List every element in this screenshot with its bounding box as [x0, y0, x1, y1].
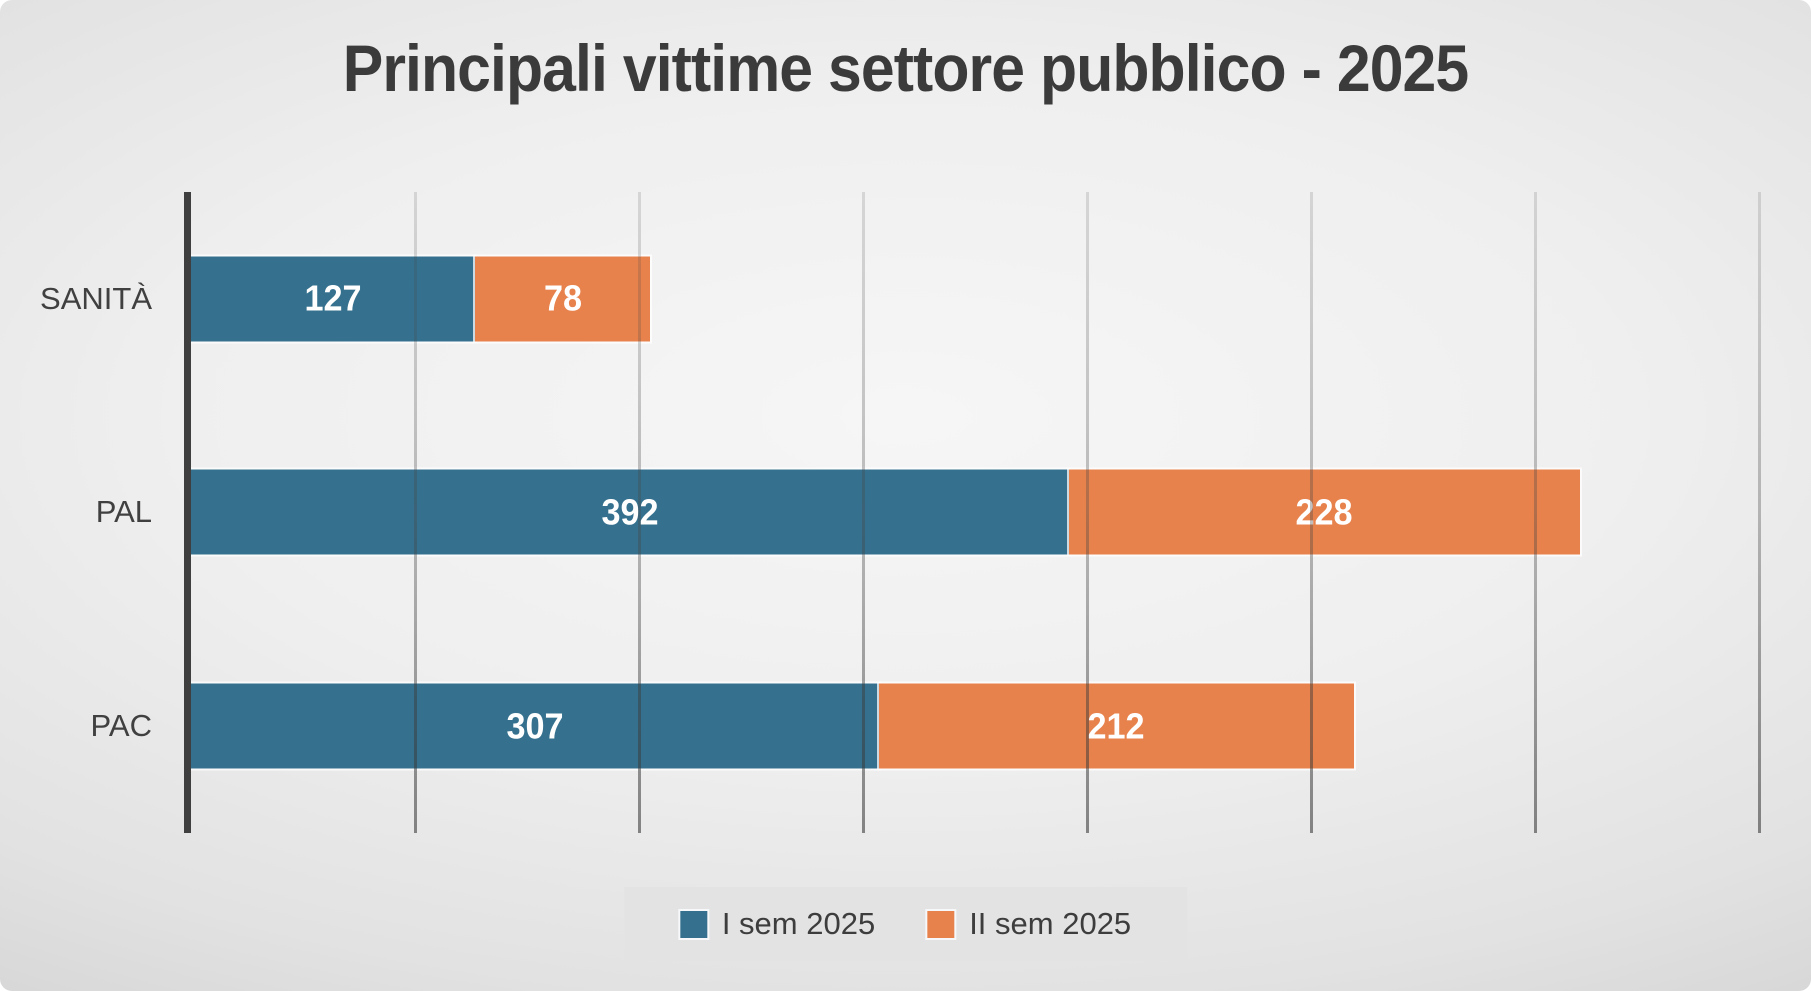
legend-item-i-sem-2025: I sem 2025 [679, 906, 876, 942]
stacked-bar: 307 212 [191, 683, 1354, 769]
value-label: 307 [506, 705, 564, 747]
category-label: PAC [90, 708, 152, 744]
bar-segment-i-sem-2025: 307 [191, 683, 879, 769]
legend-label: I sem 2025 [721, 906, 876, 941]
category-row-pal: PAL 392 228 [96, 406, 1759, 620]
bar-segment-ii-sem-2025: 228 [1069, 469, 1580, 555]
plot-area: SANITÀ 127 78 PAL 392 228 PAC 307 212 [40, 192, 1761, 833]
gridline [861, 192, 865, 833]
category-label: PAL [95, 494, 152, 530]
category-label: SANITÀ [40, 280, 152, 316]
bar-segment-ii-sem-2025: 78 [475, 256, 651, 342]
gridline [637, 192, 641, 833]
stacked-bar: 127 78 [191, 256, 651, 342]
gridline [1533, 192, 1537, 833]
value-label: 127 [304, 277, 362, 319]
y-axis-line [184, 192, 191, 833]
legend-swatch-icon [679, 910, 707, 938]
value-label: 228 [1295, 491, 1353, 533]
bar-segment-i-sem-2025: 127 [191, 256, 476, 342]
category-row-pac: PAC 307 212 [91, 619, 1759, 833]
legend: I sem 2025 II sem 2025 [623, 887, 1188, 961]
legend-item-ii-sem-2025: II sem 2025 [927, 906, 1131, 942]
chart-title: Principali vittime settore pubblico - 20… [342, 31, 1469, 105]
value-label: 78 [543, 277, 582, 319]
gridline [1309, 192, 1313, 833]
value-label: 392 [601, 491, 659, 533]
gridline [1757, 192, 1761, 833]
stacked-bar: 392 228 [191, 469, 1580, 555]
bar-segment-i-sem-2025: 392 [191, 469, 1070, 555]
category-row-sanità: SANITÀ 127 78 [40, 192, 1759, 406]
value-label: 212 [1087, 705, 1145, 747]
legend-swatch-icon [927, 910, 955, 938]
bar-segment-ii-sem-2025: 212 [878, 683, 1354, 769]
gridline [1085, 192, 1089, 833]
legend-label: II sem 2025 [969, 906, 1132, 941]
gridline [413, 192, 417, 833]
